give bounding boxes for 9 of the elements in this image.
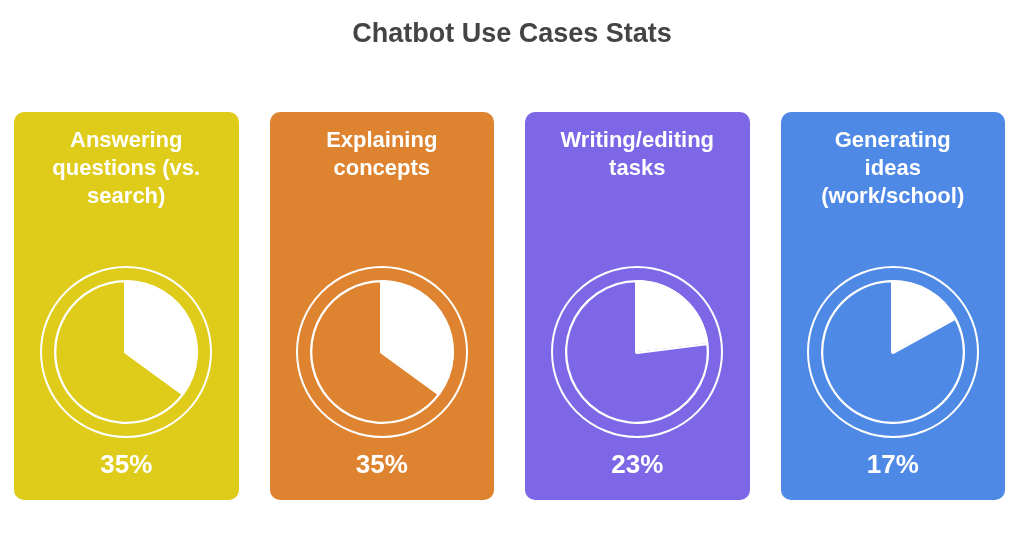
text: 23% bbox=[611, 449, 664, 479]
chart-title: Writing/editing tasks bbox=[559, 126, 716, 182]
chart-title: Generating ideas (work/school) bbox=[820, 126, 966, 210]
chart-title: Explaining concepts bbox=[325, 126, 439, 182]
text: 17% bbox=[866, 449, 919, 479]
text: Chatbot Use Cases Stats bbox=[352, 18, 672, 48]
text: 35% bbox=[100, 449, 153, 479]
chart-title: Answering questions (vs. search) bbox=[51, 126, 202, 210]
text: 35% bbox=[355, 449, 408, 479]
